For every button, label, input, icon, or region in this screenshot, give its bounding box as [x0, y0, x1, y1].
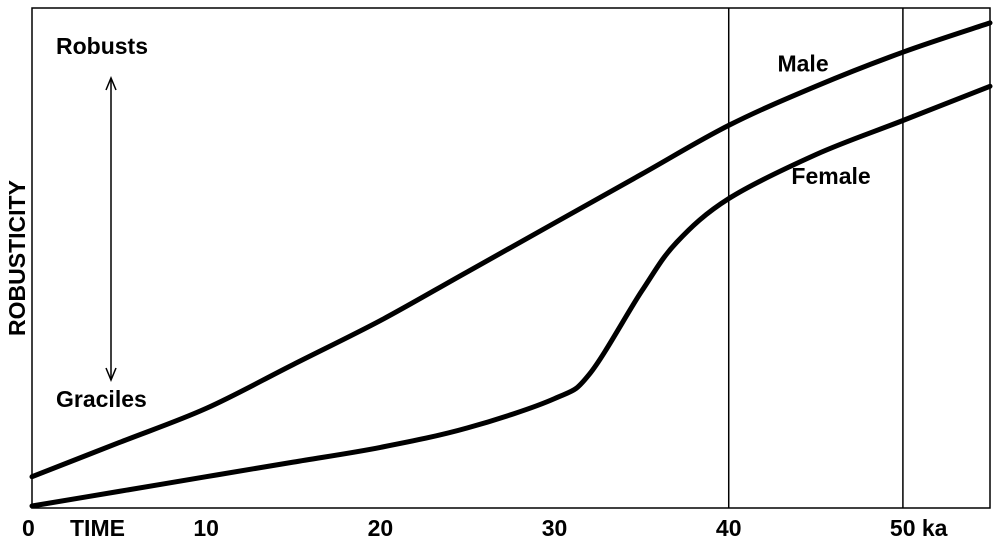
series-label-female: Female [791, 163, 870, 189]
range-label-bottom: Graciles [56, 386, 147, 412]
series-line-female [29, 83, 993, 509]
arrowhead-up-icon [105, 76, 117, 91]
x-tick-labels: 0 10 20 30 40 50 ka [22, 515, 948, 541]
x-tick-label: 10 [193, 515, 219, 541]
series-labels: Male Female [777, 51, 870, 189]
series-label-male: Male [777, 51, 828, 77]
x-tick-label: 20 [368, 515, 394, 541]
robusticity-range-indicator: Robusts Graciles [56, 33, 148, 412]
series-lines [29, 20, 993, 509]
x-tick-label: 40 [716, 515, 742, 541]
plot-border [31, 7, 991, 509]
range-label-top: Robusts [56, 33, 148, 59]
y-axis-label: ROBUSTICITY [4, 180, 30, 336]
plot-frame [31, 7, 991, 509]
x-tick-label: 50 ka [890, 515, 948, 541]
x-axis-label: TIME [70, 515, 125, 541]
x-tick-label: 0 [22, 515, 35, 541]
x-tick-label: 30 [542, 515, 568, 541]
arrowhead-down-icon [105, 367, 117, 382]
series-line-male [29, 20, 993, 480]
reference-lines [727, 8, 904, 508]
